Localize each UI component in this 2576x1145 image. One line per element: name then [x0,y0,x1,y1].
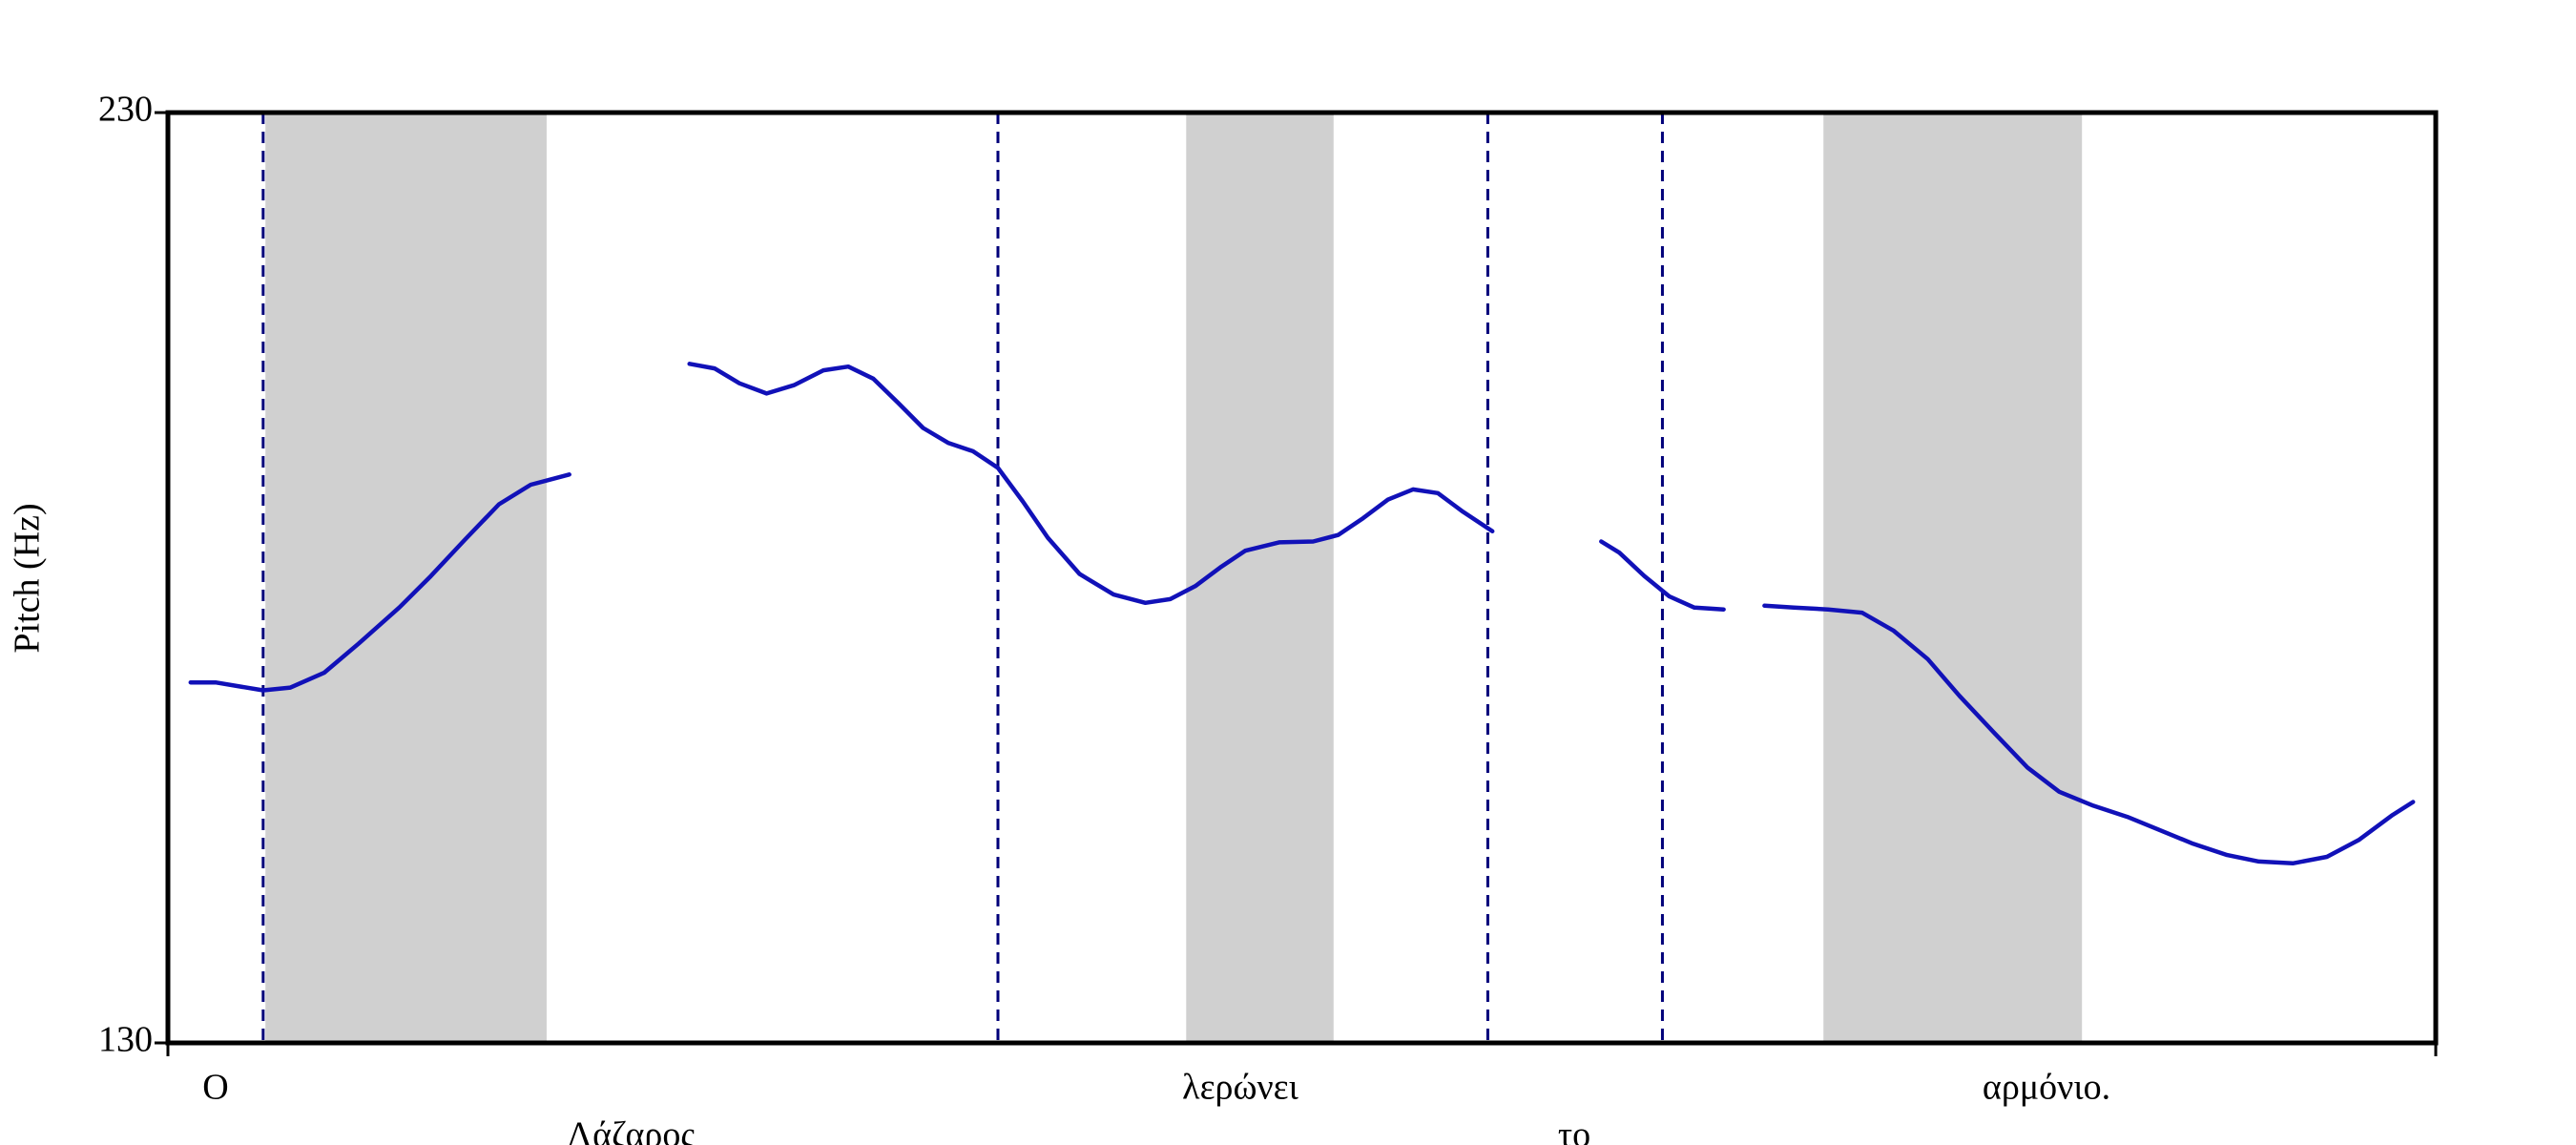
word-label: αρμόνιο. [1983,1068,2110,1108]
word-label: το [1558,1115,1590,1145]
pitch-contour [188,362,2416,866]
y-tick-label: 230 [98,90,153,130]
shaded-region [1823,113,2083,1043]
y-axis-title: Pitch (Hz) [8,503,48,653]
word-label: Λάζαρος [567,1115,696,1145]
shaded-region [265,113,547,1043]
word-label: Ο [202,1068,228,1108]
word-label: λερώνει [1182,1068,1298,1108]
y-tick-label: 130 [98,1020,153,1060]
shaded-region [1186,113,1334,1043]
plot-frame [165,110,2439,1046]
